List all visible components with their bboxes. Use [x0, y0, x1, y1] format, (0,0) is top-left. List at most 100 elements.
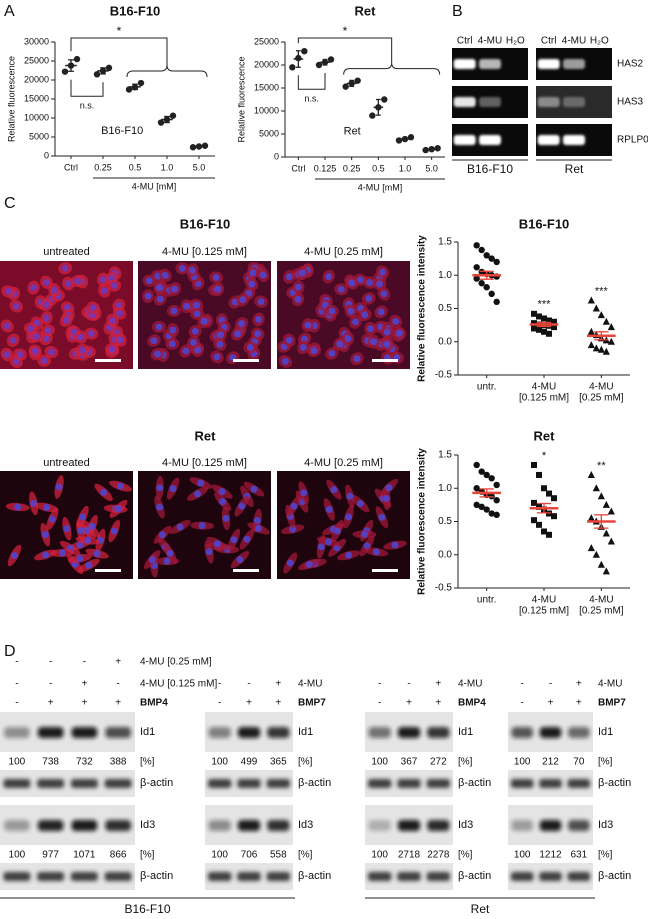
- x-tick-label: 4-MU: [589, 382, 613, 393]
- treatment-sign: -: [218, 698, 221, 709]
- nucleus: [391, 541, 399, 549]
- point: [478, 246, 485, 254]
- scale-bar: [372, 569, 398, 572]
- blot-band: [568, 820, 590, 831]
- image-label: 4-MU [0.25 mM]: [304, 457, 383, 469]
- nucleus: [189, 338, 197, 346]
- blot-band: [207, 779, 232, 788]
- percent-label: 100: [514, 757, 531, 768]
- point: [597, 560, 605, 568]
- nucleus: [100, 287, 108, 295]
- blot-band: [397, 727, 421, 738]
- nucleus: [366, 325, 374, 333]
- blot-band: [510, 872, 534, 881]
- nucleus: [366, 279, 374, 287]
- blot-band: [568, 727, 590, 738]
- nucleus: [348, 279, 356, 287]
- point: [551, 513, 557, 520]
- percent-label: 866: [110, 850, 127, 861]
- loading-control-label: β-actin: [140, 870, 173, 882]
- nucleus: [100, 488, 108, 496]
- blot-band: [539, 727, 562, 738]
- point: [201, 142, 209, 149]
- brace: [343, 62, 441, 75]
- y-tick-label: -0.5: [435, 370, 453, 381]
- nucleus: [176, 523, 184, 531]
- panel-label: B: [452, 3, 463, 20]
- blot-band: [266, 779, 291, 788]
- treatment-sign: -: [520, 698, 523, 709]
- percent-label: 1071: [73, 850, 96, 861]
- treatment-sign: +: [275, 679, 281, 690]
- point: [597, 492, 605, 500]
- point: [488, 493, 495, 500]
- nucleus: [285, 336, 293, 344]
- treatment-sign: -: [520, 679, 523, 690]
- y-tick-label: 30000: [24, 36, 49, 46]
- x-tick-label: 0.25: [343, 163, 361, 173]
- gel-band: [537, 135, 560, 145]
- blot-band: [397, 872, 421, 881]
- nucleus: [79, 513, 87, 521]
- treatment-sign: +: [548, 698, 554, 709]
- treatment-sign: -: [15, 679, 18, 690]
- blot-band: [104, 779, 132, 788]
- point: [551, 318, 557, 325]
- target-label: Id1: [140, 726, 155, 738]
- percent-label: 732: [76, 757, 93, 768]
- nucleus: [382, 494, 390, 502]
- percent-label: 2278: [427, 850, 450, 861]
- nucleus: [30, 284, 38, 292]
- gel-band: [479, 97, 501, 107]
- nucleus: [153, 350, 161, 358]
- y-tick-label: 25000: [24, 55, 49, 65]
- point: [478, 468, 485, 475]
- treatment-sign: +: [81, 698, 87, 709]
- nucleus: [170, 307, 178, 315]
- nucleus: [213, 540, 221, 548]
- significance: **: [597, 460, 606, 472]
- blot-band: [266, 872, 291, 881]
- point: [587, 470, 595, 478]
- nucleus: [257, 298, 265, 306]
- gel-band: [453, 135, 476, 145]
- nucleus: [156, 503, 164, 511]
- nucleus: [188, 266, 196, 274]
- gel-band: [453, 97, 476, 107]
- nucleus: [89, 304, 97, 312]
- treatment-sign: -: [378, 679, 381, 690]
- gene-label: RPLP0: [617, 135, 648, 146]
- y-tick-label: 5000: [29, 131, 49, 141]
- point: [61, 68, 69, 75]
- y-tick-label: 1.5: [438, 450, 452, 461]
- nucleus: [383, 328, 391, 336]
- x-tick-label: 0.5: [372, 163, 385, 173]
- image-row-title: B16-F10: [180, 216, 231, 231]
- nucleus: [78, 346, 86, 354]
- point: [483, 471, 490, 479]
- blot-band: [237, 727, 261, 738]
- nucleus: [325, 273, 333, 281]
- image-row-title: Ret: [195, 428, 217, 443]
- percent-unit: [%]: [458, 850, 473, 861]
- gel-band: [479, 135, 501, 145]
- loading-control-label: β-actin: [458, 777, 491, 789]
- nucleus: [372, 548, 380, 556]
- blot-band: [267, 820, 290, 831]
- percent-label: 100: [371, 850, 388, 861]
- x-tick-label: 4-MU: [532, 595, 556, 606]
- point: [546, 322, 552, 329]
- nucleus: [99, 276, 107, 284]
- nucleus: [108, 345, 116, 353]
- nucleus: [290, 502, 298, 510]
- nucleus: [205, 548, 213, 556]
- nucleus: [43, 278, 51, 286]
- point: [531, 310, 537, 317]
- percent-unit: [%]: [298, 757, 313, 768]
- y-tick-label: 15000: [254, 82, 279, 92]
- point: [289, 64, 296, 71]
- percent-label: 388: [110, 757, 127, 768]
- nucleus: [383, 340, 391, 348]
- y-axis-title: Relative fluorescence intensity: [417, 448, 428, 595]
- blot-band: [367, 872, 392, 881]
